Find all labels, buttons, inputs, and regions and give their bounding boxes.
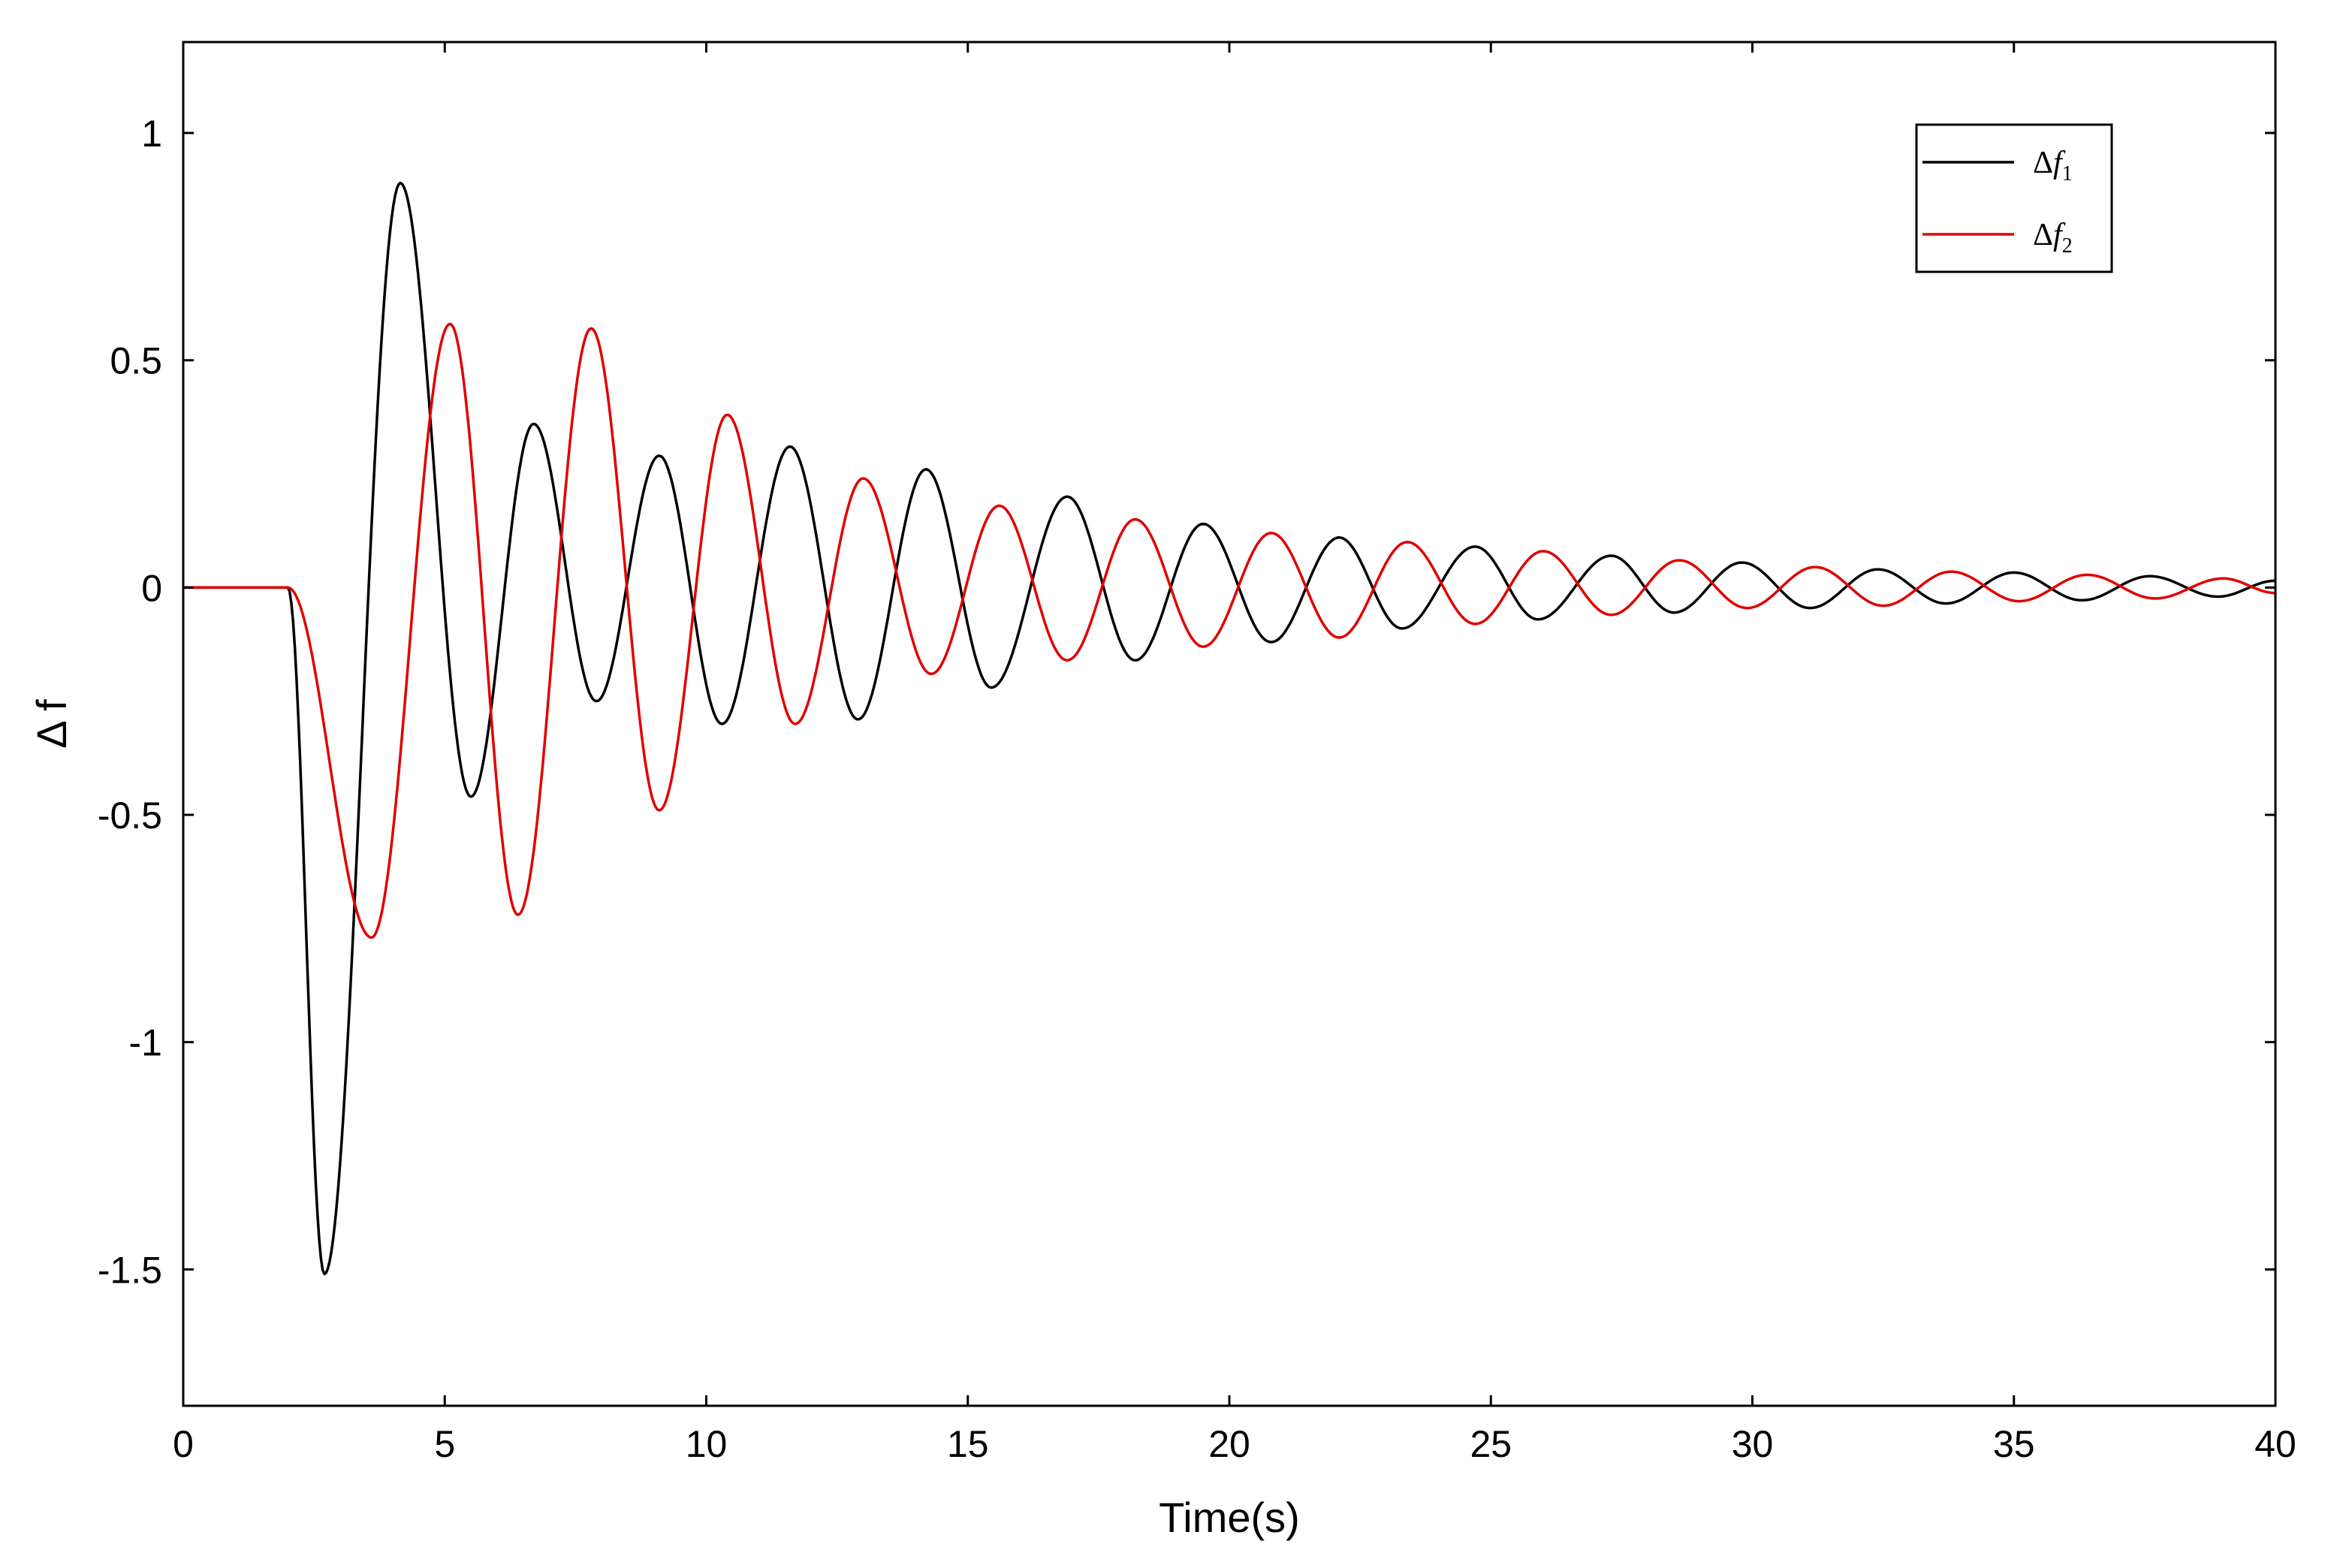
- x-tick-label: 0: [173, 1423, 194, 1465]
- x-tick-label: 20: [1208, 1423, 1250, 1465]
- x-tick-label: 40: [2254, 1423, 2296, 1465]
- x-tick-label: 25: [1470, 1423, 1512, 1465]
- y-tick-label: 1: [141, 113, 162, 155]
- y-tick-label: 0: [141, 567, 162, 609]
- x-tick-label: 10: [686, 1423, 728, 1465]
- y-tick-label: -1: [129, 1022, 162, 1064]
- x-tick-label: 35: [1993, 1423, 2035, 1465]
- series-line-1: [183, 181, 2276, 1276]
- legend-label-2: Δf2: [2033, 218, 2073, 258]
- legend: Δf1 Δf2: [1915, 123, 2113, 273]
- plot-lines: [183, 181, 2276, 1276]
- tick-labels: 0 5 10 15 20 25 30 35 40 1 0.5 0 -0.5 -1 -1.5: [98, 113, 2296, 1465]
- x-tick-label: 5: [434, 1423, 455, 1465]
- x-tick-label: 30: [1732, 1423, 1774, 1465]
- y-axis-title: Δ f: [28, 699, 75, 749]
- y-tick-label: -0.5: [98, 795, 162, 837]
- x-axis-title: Time(s): [1159, 1494, 1300, 1541]
- y-tick-label: -1.5: [98, 1249, 162, 1291]
- legend-label-1: Δf1: [2033, 146, 2073, 185]
- series-line-2: [183, 322, 2276, 939]
- x-tick-label: 15: [947, 1423, 989, 1465]
- legend-box: [1915, 123, 2113, 273]
- axis-ticks: [182, 42, 2277, 1406]
- y-tick-label: 0.5: [110, 340, 162, 382]
